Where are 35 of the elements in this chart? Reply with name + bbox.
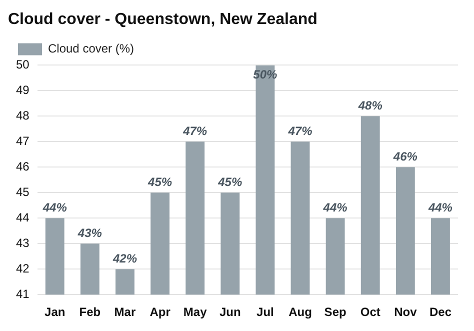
y-tick-label: 45 bbox=[16, 184, 30, 199]
data-label: 48% bbox=[357, 98, 383, 112]
y-tick-label: 43 bbox=[16, 236, 30, 250]
y-tick-label: 49 bbox=[16, 83, 30, 97]
x-tick-label: Mar bbox=[114, 305, 136, 320]
data-label: 43% bbox=[76, 226, 102, 240]
data-label: 47% bbox=[182, 124, 208, 138]
x-tick-label: Aug bbox=[288, 305, 312, 320]
x-tick-label: Apr bbox=[150, 305, 171, 320]
y-tick-label: 46 bbox=[16, 159, 30, 174]
x-tick-label: Sep bbox=[324, 305, 346, 320]
data-label: 46% bbox=[392, 149, 418, 164]
x-tick-label: Dec bbox=[429, 305, 452, 320]
data-label: 47% bbox=[287, 124, 313, 138]
y-tick-label: 47 bbox=[16, 134, 30, 148]
chart-title: Cloud cover - Queenstown, New Zealand bbox=[8, 11, 318, 28]
y-tick-label: 41 bbox=[16, 286, 30, 301]
data-label: 45% bbox=[147, 174, 172, 189]
x-tick-label: Feb bbox=[79, 305, 101, 320]
y-tick-label: 48 bbox=[16, 108, 30, 122]
x-tick-label: Jul bbox=[256, 305, 274, 320]
x-tick-label: Oct bbox=[360, 305, 380, 320]
legend-label: Cloud cover (%) bbox=[48, 42, 134, 56]
data-label: 42% bbox=[112, 251, 138, 266]
x-tick-label: Nov bbox=[394, 305, 418, 320]
data-label: 44% bbox=[427, 200, 453, 214]
data-label: 44% bbox=[42, 200, 68, 214]
y-tick-label: 42 bbox=[16, 261, 30, 276]
x-tick-label: Jan bbox=[44, 305, 66, 320]
data-label: 44% bbox=[322, 200, 348, 214]
data-label: 45% bbox=[217, 174, 242, 189]
x-tick-label: Jun bbox=[219, 305, 241, 320]
y-tick-label: 44 bbox=[16, 210, 30, 224]
x-tick-label: May bbox=[183, 305, 208, 320]
y-tick-label: 50 bbox=[16, 58, 30, 72]
